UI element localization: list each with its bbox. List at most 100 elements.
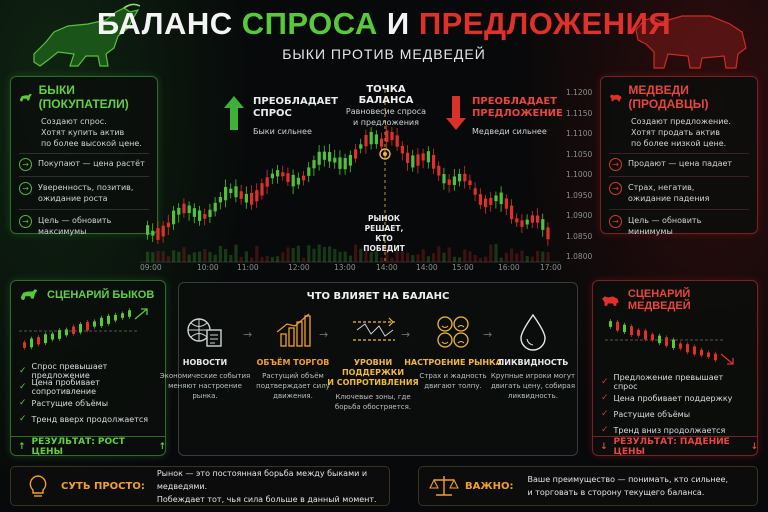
mini-candle-body xyxy=(44,334,47,344)
factor-news: НОВОСТИ Экономические события меняют наст… xyxy=(155,312,255,401)
footer-important: ВАЖНО: Ваше преимущество — понимать, кто… xyxy=(418,466,758,506)
supply-heading-line: ПРЕОБЛАДАЕТ xyxy=(472,96,557,107)
bear-check-item: ✓ Тренд вниз продолжается xyxy=(601,422,749,438)
volume-bar xyxy=(494,244,498,262)
volume-bar xyxy=(546,251,550,262)
factor-desc: Крупные игроки могут xyxy=(490,372,576,380)
factor-label: НОВОСТИ xyxy=(182,358,228,367)
candle-body xyxy=(203,214,207,219)
arrow-up-icon: ↑ xyxy=(18,441,26,452)
mini-candle-body xyxy=(672,339,675,348)
volume-bar xyxy=(161,251,165,262)
candle-body xyxy=(411,155,415,168)
bulls-item-text: Покупают — цена растёт xyxy=(38,159,145,168)
candle-body xyxy=(322,151,326,160)
x-tick-label: 12:00 xyxy=(288,263,310,272)
volume-bar xyxy=(286,247,290,262)
volume-bar xyxy=(499,257,503,262)
volume-bar xyxy=(411,255,415,262)
candle-body xyxy=(546,227,550,240)
candle-body xyxy=(229,188,233,193)
candle-body xyxy=(192,208,196,217)
candle-body xyxy=(369,131,373,145)
bears-item-text: Цель — обновить xyxy=(628,216,702,225)
volume-bar xyxy=(510,248,514,262)
volume-bar xyxy=(177,251,181,262)
balance-heading: ТОЧКА БАЛАНСА xyxy=(358,84,414,106)
candle-body xyxy=(255,190,259,202)
mini-candle-body xyxy=(700,349,703,356)
candle-body xyxy=(151,230,155,236)
x-tick-label: 16:00 xyxy=(498,263,520,272)
factor-desc: борьба обостряется. xyxy=(334,403,412,411)
candle-body xyxy=(541,219,545,230)
volume-bar xyxy=(244,251,248,262)
bears-item-text: минимумы xyxy=(628,227,673,236)
title-word-balance: БАЛАНС xyxy=(96,6,233,41)
volume-bar xyxy=(239,256,243,262)
volume-bar xyxy=(348,255,352,262)
arrow-right-icon: → xyxy=(319,328,329,341)
candle-body xyxy=(437,165,441,176)
volume-bar xyxy=(385,245,389,262)
bear-icon xyxy=(602,295,619,306)
factor-desc: двигают толпу. xyxy=(424,382,482,390)
candle-body xyxy=(468,180,472,185)
candle-body xyxy=(265,177,269,187)
volume-bar xyxy=(400,251,404,262)
title-word-and: И xyxy=(386,6,410,41)
mini-candle-body xyxy=(107,315,110,324)
candle-body xyxy=(390,131,394,141)
balance-point-ring xyxy=(379,148,391,160)
candle-body xyxy=(447,179,451,185)
check-text: Растущие объёмы xyxy=(31,398,109,408)
mini-candle-body xyxy=(23,342,26,348)
candle-body xyxy=(156,228,160,240)
demand-heading-line: СПРОС xyxy=(253,108,292,119)
footer-summary-line: Побеждает тот, чья сила больше в данный … xyxy=(156,494,377,504)
balance-label: ТОЧКА БАЛАНСА Равновесие спроса и предло… xyxy=(340,84,432,128)
bull-check-item: ✓ Растущие объёмы xyxy=(19,395,157,411)
bull-icon xyxy=(20,289,38,300)
footer-important-line: Ваше преимущество — понимать, кто сильне… xyxy=(527,475,728,484)
arrow-right-icon: → xyxy=(19,158,32,171)
candle-body xyxy=(432,155,436,169)
x-tick-label: 11:00 xyxy=(237,263,259,272)
candle-body xyxy=(520,220,524,227)
check-icon: ✓ xyxy=(19,366,27,376)
volume-bar xyxy=(146,251,150,262)
check-text: Спрос превышает предложение xyxy=(31,362,108,380)
volume-bar xyxy=(458,257,462,262)
factor-desc: ликвидность. xyxy=(508,392,558,400)
levels-icon xyxy=(353,317,395,341)
factor-desc: Растущий объём xyxy=(262,372,324,380)
arrow-up-icon xyxy=(224,96,244,130)
candle-body xyxy=(515,218,519,223)
bears-item-text: Продают — цена падает xyxy=(628,159,733,168)
footer-important-text: Ваше преимущество — понимать, кто сильне… xyxy=(527,473,728,499)
y-tick-label: 1.1000 xyxy=(566,170,593,179)
bear-icon xyxy=(609,94,622,101)
candle-body xyxy=(400,146,404,154)
mini-candle-body xyxy=(128,310,131,317)
candle-body xyxy=(473,188,477,195)
bears-item: → Страх, негатив, ожидание падения xyxy=(609,182,749,204)
volume-bar xyxy=(296,245,300,262)
candle-body xyxy=(166,222,170,228)
check-text: Растущие объёмы xyxy=(613,409,691,419)
candle-body xyxy=(286,173,290,182)
volume-bar xyxy=(468,251,472,262)
mini-candle-body xyxy=(651,334,654,341)
page-subtitle: БЫКИ ПРОТИВ МЕДВЕДЕЙ xyxy=(282,46,486,62)
mini-candle-body xyxy=(58,330,61,339)
arrow-down-icon: ↓ xyxy=(750,441,758,452)
mini-candle-body xyxy=(609,321,612,327)
candle-body xyxy=(317,151,321,165)
candle-body xyxy=(234,186,238,198)
volume-bar xyxy=(343,251,347,262)
balance-point xyxy=(383,152,387,156)
demand-heading: ПРЕОБЛАДАЕТ СПРОС xyxy=(253,96,338,120)
check-icon: ✓ xyxy=(601,425,609,435)
mini-candle-body xyxy=(630,326,633,336)
volume-bar xyxy=(203,248,207,262)
